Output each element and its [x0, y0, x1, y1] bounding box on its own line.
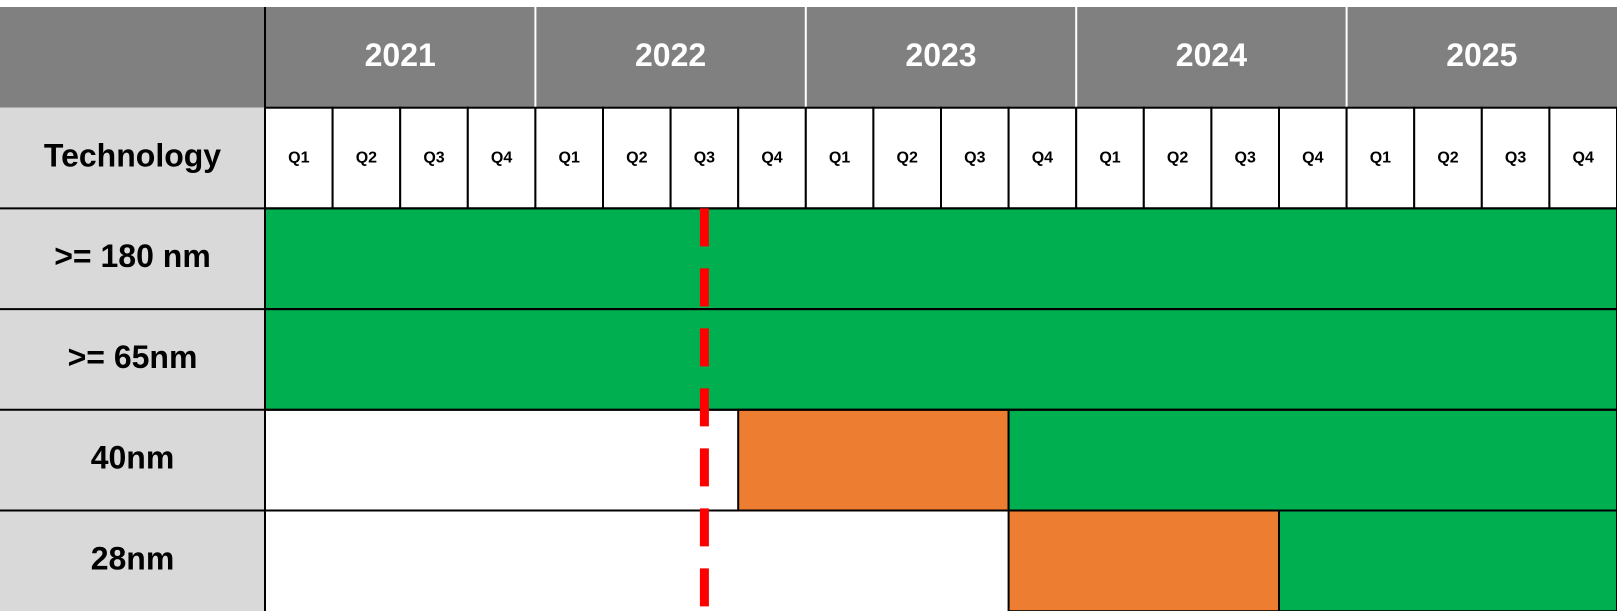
quarter-cell — [1480, 106, 1551, 210]
quarter-cell — [1142, 106, 1213, 210]
quarter-cell — [1075, 106, 1145, 210]
year-label: 2025 — [1446, 37, 1517, 73]
quarter-label: Q4 — [1032, 149, 1053, 166]
quarter-label: Q2 — [1437, 149, 1458, 166]
quarter-label: Q1 — [1099, 149, 1120, 166]
year-label: 2021 — [365, 37, 436, 73]
quarter-cell — [331, 106, 402, 210]
quarter-cell — [264, 106, 334, 210]
technology-label: 28nm — [91, 540, 175, 576]
quarter-label: Q2 — [626, 149, 647, 166]
quarter-cell — [602, 106, 672, 210]
quarter-cell — [399, 106, 469, 210]
quarter-label: Q2 — [1167, 149, 1188, 166]
quarter-label: Q4 — [1302, 149, 1323, 166]
available-segment — [1007, 408, 1617, 512]
year-row-bg — [0, 7, 1617, 108]
quarter-label: Q3 — [1505, 149, 1526, 166]
quarter-label: Q4 — [491, 149, 512, 166]
quarter-label: Q3 — [694, 149, 715, 166]
quarter-cell — [940, 106, 1010, 210]
quarter-label: Q3 — [423, 149, 444, 166]
quarter-label: Q3 — [964, 149, 985, 166]
year-label: 2023 — [905, 37, 976, 73]
year-label: 2022 — [635, 37, 706, 73]
quarter-label: Q2 — [897, 149, 918, 166]
quarter-label: Q1 — [559, 149, 580, 166]
quarter-cell — [1345, 106, 1416, 210]
quarter-label: Q1 — [829, 149, 850, 166]
quarter-label: Q1 — [288, 149, 309, 166]
available-segment — [264, 308, 1617, 411]
available-segment — [1278, 509, 1617, 611]
development-segment — [1007, 509, 1280, 611]
technology-label: >= 65nm — [68, 339, 198, 375]
quarter-cell — [1548, 106, 1617, 210]
technology-label: >= 180 nm — [54, 238, 211, 274]
quarter-label: Q2 — [356, 149, 377, 166]
technology-label: 40nm — [91, 440, 175, 476]
year-label: 2024 — [1176, 37, 1247, 73]
quarter-label: Q3 — [1235, 149, 1256, 166]
quarter-label: Q4 — [761, 149, 782, 166]
available-segment — [264, 207, 1617, 311]
row-header: Technology — [44, 138, 221, 174]
development-segment — [737, 408, 1010, 512]
quarter-label: Q4 — [1573, 149, 1594, 166]
label-column-bg — [0, 107, 265, 611]
quarter-cell — [804, 106, 875, 210]
quarter-label: Q1 — [1370, 149, 1391, 166]
